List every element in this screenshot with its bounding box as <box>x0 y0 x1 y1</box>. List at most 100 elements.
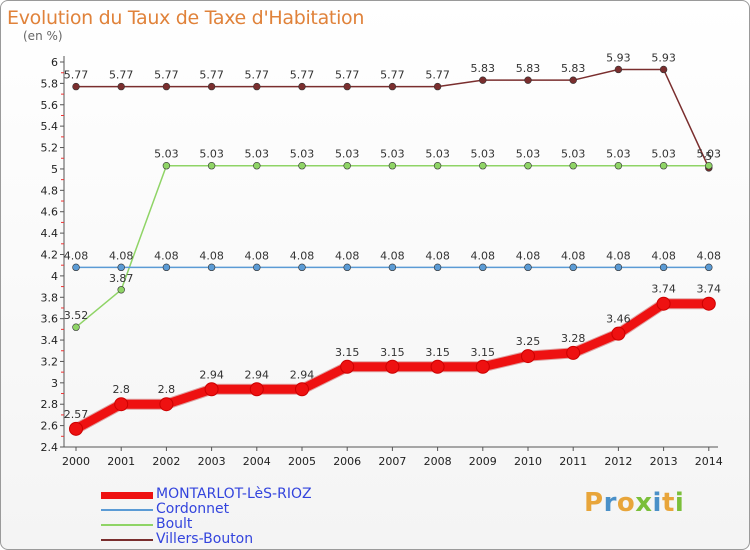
data-point <box>521 349 535 364</box>
legend-swatch <box>101 492 153 499</box>
data-point <box>569 76 577 84</box>
data-label: 5.77 <box>245 69 270 82</box>
logo-letter: r <box>603 488 617 518</box>
data-point <box>701 296 716 311</box>
data-point <box>298 263 306 272</box>
data-label: 5 <box>705 150 712 163</box>
data-point <box>614 162 623 170</box>
data-point <box>479 162 487 170</box>
x-tick-label: 2003 <box>198 455 226 468</box>
data-label: 5.03 <box>516 148 541 161</box>
x-tick-label: 2007 <box>378 455 406 468</box>
data-label: 2.57 <box>64 408 89 421</box>
data-label: 3.74 <box>651 283 676 296</box>
data-label: 4.08 <box>380 249 405 262</box>
data-point <box>705 263 713 272</box>
data-point <box>524 263 532 272</box>
legend-label: Cordonnet <box>156 501 230 517</box>
data-label: 5.03 <box>651 148 676 161</box>
data-point <box>207 263 216 272</box>
y-tick-label: 5.8 <box>41 77 59 90</box>
data-point <box>343 82 351 91</box>
data-point <box>204 382 219 397</box>
logo-letter: i <box>652 488 662 518</box>
data-point <box>298 162 306 170</box>
data-point <box>524 76 532 84</box>
y-tick-label: 5.4 <box>41 120 59 133</box>
data-point <box>72 323 80 331</box>
data-label: 5.03 <box>697 148 722 161</box>
y-tick-label: 5.2 <box>41 142 59 155</box>
data-point <box>340 359 355 374</box>
data-label: 5.03 <box>290 148 315 161</box>
x-tick-label: 2002 <box>152 455 180 468</box>
data-label: 5.83 <box>471 62 496 75</box>
data-point <box>207 162 216 170</box>
y-tick-label: 4.2 <box>41 249 59 262</box>
data-point <box>72 82 80 91</box>
data-label: 4.08 <box>697 249 722 262</box>
data-label: 4.08 <box>516 249 541 262</box>
data-point <box>162 263 171 272</box>
data-label: 4.08 <box>199 249 224 262</box>
y-tick-label: 3.6 <box>41 313 59 326</box>
data-point <box>566 345 581 360</box>
y-tick-label: 4.4 <box>41 227 59 240</box>
data-label: 5.03 <box>199 148 224 161</box>
series-layer <box>69 65 716 436</box>
data-point <box>343 162 351 170</box>
data-point <box>162 162 171 170</box>
data-label: 2.8 <box>112 383 130 396</box>
data-label: 3.74 <box>697 283 722 296</box>
data-point <box>159 397 174 412</box>
data-label: 5.03 <box>335 148 360 161</box>
legend-label: MONTARLOT-LèS-RIOZ <box>156 486 312 502</box>
data-label: 3.52 <box>64 309 89 322</box>
data-label: 4.08 <box>109 249 134 262</box>
x-tick-label: 2012 <box>604 455 632 468</box>
legend-swatch <box>101 524 153 526</box>
logo-letter: o <box>616 488 636 518</box>
chart-subtitle: (en %) <box>23 29 63 43</box>
y-tick-label: 2.8 <box>41 398 59 411</box>
data-point <box>388 263 397 272</box>
data-label: 5.03 <box>245 148 270 161</box>
y-tick-label: 2.4 <box>41 441 59 454</box>
data-point <box>253 82 261 91</box>
y-tick-label: 5.6 <box>41 99 59 112</box>
data-label: 3.15 <box>380 346 405 359</box>
data-label: 5.83 <box>561 62 586 75</box>
data-point <box>705 162 713 170</box>
data-point <box>207 82 216 91</box>
data-label: 5.83 <box>516 62 541 75</box>
data-label: 5.03 <box>380 148 405 161</box>
data-point <box>659 162 668 170</box>
data-label: 3.15 <box>335 346 360 359</box>
data-point <box>524 162 532 170</box>
data-label: 4.08 <box>651 249 676 262</box>
data-label: 4.08 <box>245 249 270 262</box>
data-point <box>253 162 261 170</box>
data-label: 5.77 <box>154 69 179 82</box>
y-tick-label: 3.2 <box>41 355 59 368</box>
y-tick-label: 3.8 <box>41 291 59 304</box>
data-label: 4.08 <box>425 249 450 262</box>
data-label: 5.03 <box>471 148 496 161</box>
data-label: 5.77 <box>425 69 450 82</box>
logo-letter: P <box>584 488 604 518</box>
y-tick-label: 6 <box>51 56 58 69</box>
y-tick-label: 3 <box>51 377 58 390</box>
logo-letter: x <box>635 488 653 518</box>
y-tick-label: 4.8 <box>41 184 59 197</box>
data-point <box>162 82 171 91</box>
y-tick-label: 5 <box>51 163 58 176</box>
data-label: 4.08 <box>64 249 89 262</box>
x-tick-label: 2013 <box>650 455 678 468</box>
x-tick-label: 2005 <box>288 455 316 468</box>
data-label: 3.15 <box>425 346 450 359</box>
y-tick-label: 4 <box>51 270 58 283</box>
data-point <box>72 263 80 272</box>
data-label: 5.77 <box>380 69 405 82</box>
data-point <box>433 162 442 170</box>
